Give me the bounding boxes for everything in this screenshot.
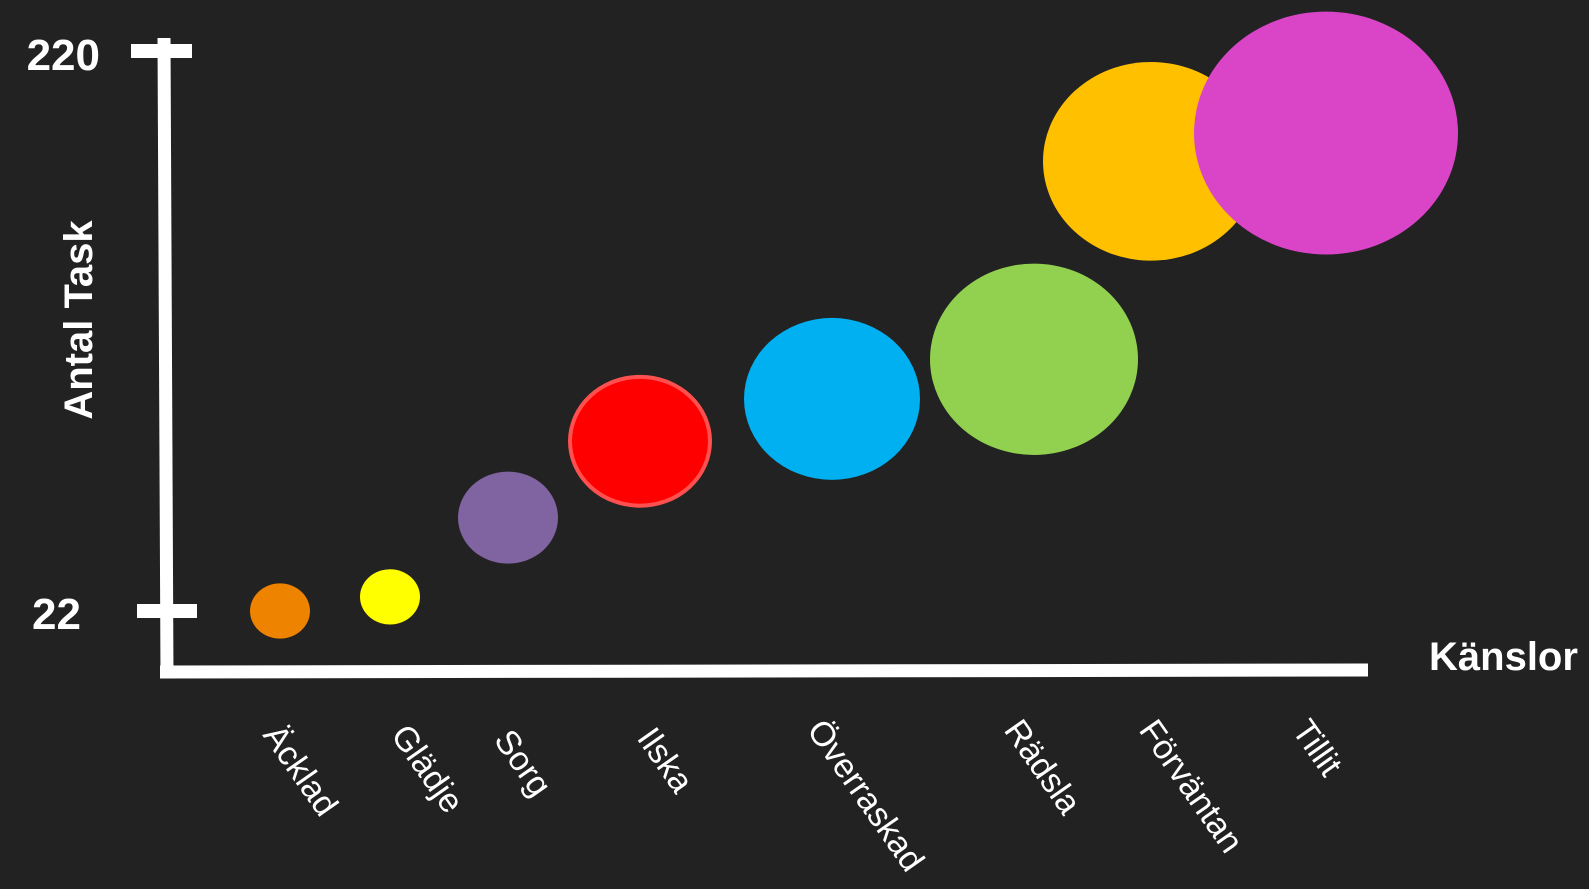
y-tick-label-high: 220 [27, 31, 100, 80]
x-category-label-2: Glädje [383, 718, 470, 820]
x-category-label-1: Äcklad [255, 718, 345, 823]
x-category-label-7: Förväntan [1131, 713, 1250, 860]
bubble-4 [568, 374, 712, 508]
bubble-6 [930, 263, 1138, 455]
x-category-label-3: Sorg [486, 723, 558, 804]
y-tick-label-low: 22 [32, 590, 81, 639]
bubbles-layer [250, 11, 1458, 639]
bubble-3 [458, 471, 558, 564]
y-axis-line [157, 37, 174, 679]
bubble-8 [1194, 11, 1458, 255]
x-category-label-8: Tillit [1284, 713, 1349, 784]
bubble-1 [250, 583, 310, 639]
x-category-label-6: Rädsla [996, 713, 1088, 822]
x-category-label-4: Ilska [629, 721, 700, 800]
x-axis-title: Känslor [1429, 635, 1578, 679]
x-category-label-5: Överraskad [799, 713, 931, 879]
x-axis-line [159, 663, 1369, 679]
category-labels: Äcklad Glädje Sorg Ilska Överraskad Rädsla För… [255, 713, 1349, 879]
y-axis-title: Antal Task [57, 220, 101, 420]
bubble-2 [360, 569, 420, 625]
bubble-5 [744, 317, 920, 480]
